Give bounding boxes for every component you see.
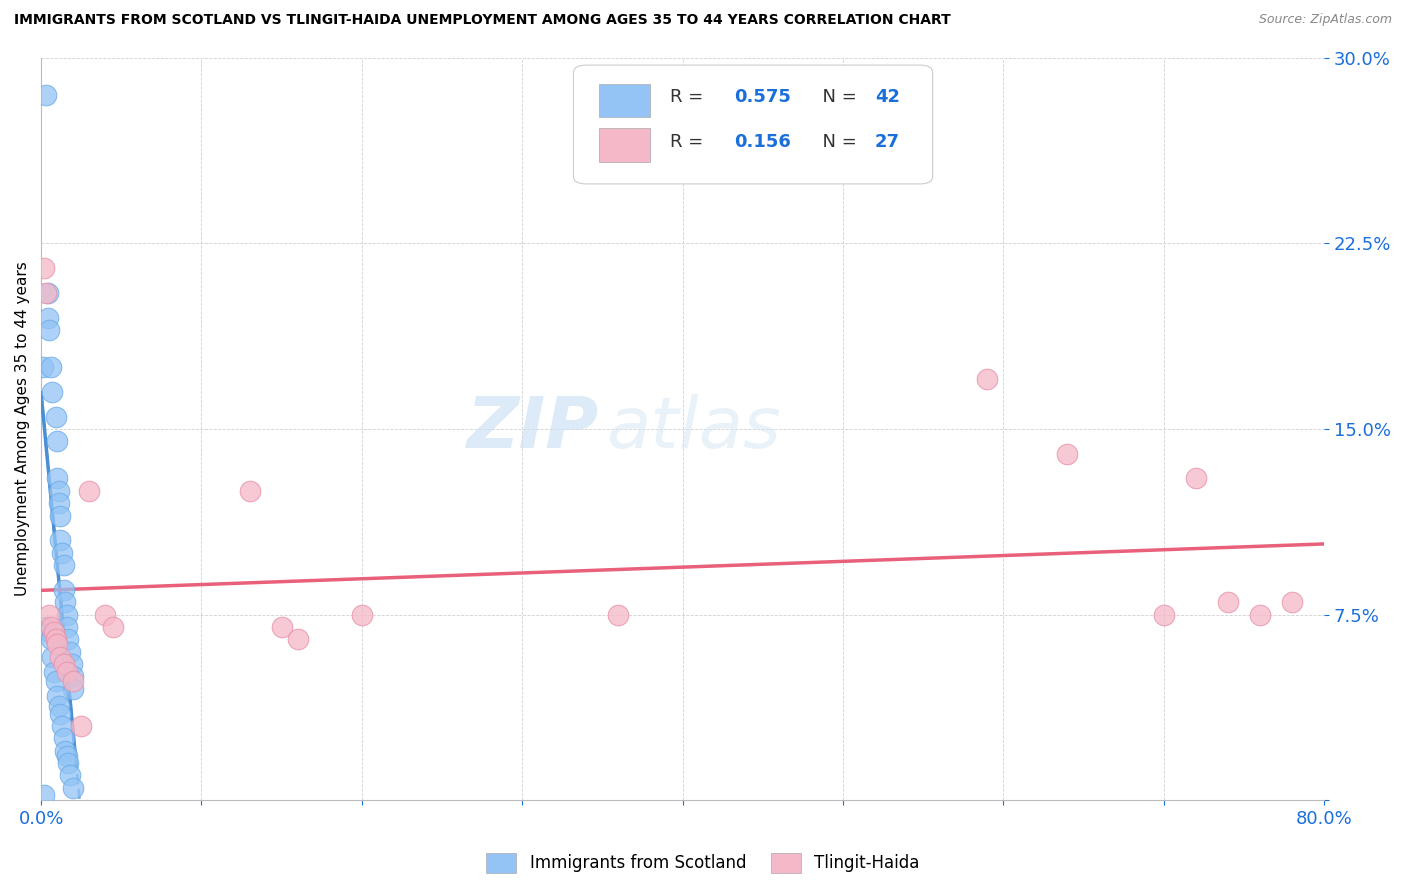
- Y-axis label: Unemployment Among Ages 35 to 44 years: Unemployment Among Ages 35 to 44 years: [15, 261, 30, 597]
- Point: [62, 669, 84, 683]
- Point: [58, 632, 80, 647]
- Point: [49, 706, 72, 721]
- Point: [1153, 607, 1175, 622]
- Point: [35, 87, 58, 102]
- Point: [350, 607, 373, 622]
- Point: [31, 360, 53, 375]
- Point: [49, 508, 72, 523]
- Text: R =: R =: [669, 133, 709, 151]
- Text: N =: N =: [811, 88, 862, 106]
- Point: [1249, 607, 1271, 622]
- Point: [46, 471, 69, 485]
- Text: 0.575: 0.575: [734, 88, 790, 106]
- Point: [49, 533, 72, 548]
- Point: [48, 496, 70, 510]
- Point: [607, 607, 630, 622]
- Point: [55, 665, 77, 679]
- Point: [70, 719, 93, 733]
- Point: [38, 323, 60, 337]
- Point: [103, 620, 125, 634]
- Point: [42, 624, 65, 639]
- Point: [45, 409, 67, 424]
- Point: [49, 649, 72, 664]
- Point: [976, 372, 998, 386]
- Text: ZIP: ZIP: [467, 394, 599, 464]
- Point: [62, 780, 84, 795]
- Point: [51, 719, 73, 733]
- Point: [1056, 447, 1078, 461]
- Legend: Immigrants from Scotland, Tlingit-Haida: Immigrants from Scotland, Tlingit-Haida: [479, 847, 927, 880]
- Point: [287, 632, 309, 647]
- Point: [59, 768, 82, 782]
- Point: [34, 261, 56, 276]
- Point: [52, 582, 75, 597]
- Point: [46, 637, 69, 651]
- Text: 42: 42: [875, 88, 900, 106]
- Text: 0.156: 0.156: [734, 133, 790, 151]
- Point: [58, 756, 80, 770]
- FancyBboxPatch shape: [599, 128, 651, 161]
- Point: [37, 310, 59, 325]
- Point: [238, 483, 260, 498]
- Point: [41, 384, 63, 399]
- Point: [55, 748, 77, 763]
- Point: [41, 649, 63, 664]
- Point: [60, 657, 83, 671]
- Text: 27: 27: [875, 133, 900, 151]
- Point: [53, 595, 76, 609]
- Point: [34, 789, 56, 803]
- Point: [37, 285, 59, 300]
- Text: N =: N =: [811, 133, 862, 151]
- Point: [62, 674, 84, 689]
- Text: atlas: atlas: [606, 394, 780, 464]
- Point: [48, 483, 70, 498]
- Point: [45, 632, 67, 647]
- Point: [270, 620, 292, 634]
- Point: [51, 546, 73, 560]
- Point: [77, 483, 100, 498]
- Point: [46, 434, 69, 449]
- Point: [1184, 471, 1206, 485]
- Point: [39, 620, 62, 634]
- Point: [42, 665, 65, 679]
- Point: [39, 360, 62, 375]
- Point: [48, 699, 70, 714]
- Point: [45, 674, 67, 689]
- Text: R =: R =: [669, 88, 709, 106]
- Point: [52, 731, 75, 746]
- Point: [94, 607, 117, 622]
- Point: [52, 657, 75, 671]
- Text: IMMIGRANTS FROM SCOTLAND VS TLINGIT-HAIDA UNEMPLOYMENT AMONG AGES 35 TO 44 YEARS: IMMIGRANTS FROM SCOTLAND VS TLINGIT-HAID…: [14, 13, 950, 28]
- Point: [1216, 595, 1239, 609]
- Point: [55, 620, 77, 634]
- Point: [55, 607, 77, 622]
- Text: Source: ZipAtlas.com: Source: ZipAtlas.com: [1258, 13, 1392, 27]
- Point: [35, 620, 58, 634]
- Point: [59, 645, 82, 659]
- Point: [62, 681, 84, 696]
- FancyBboxPatch shape: [574, 65, 932, 184]
- Point: [53, 744, 76, 758]
- FancyBboxPatch shape: [599, 84, 651, 117]
- Point: [39, 632, 62, 647]
- Point: [52, 558, 75, 572]
- Point: [1281, 595, 1303, 609]
- Point: [38, 624, 60, 639]
- Point: [46, 690, 69, 704]
- Point: [35, 285, 58, 300]
- Point: [38, 607, 60, 622]
